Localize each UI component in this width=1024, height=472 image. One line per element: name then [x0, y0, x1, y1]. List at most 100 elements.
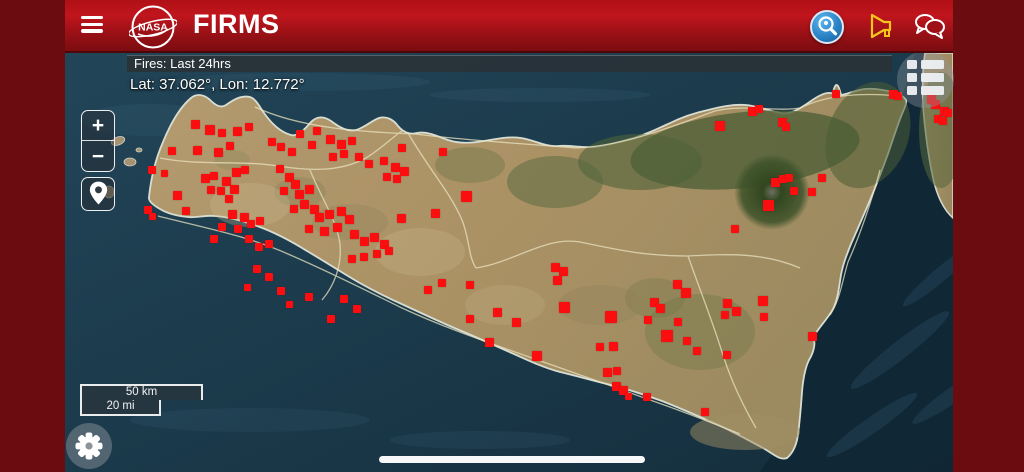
fire-marker[interactable] [227, 209, 237, 219]
fire-marker[interactable] [241, 166, 249, 174]
fire-marker[interactable] [349, 229, 359, 239]
fire-marker[interactable] [613, 367, 621, 375]
fire-marker[interactable] [336, 139, 346, 149]
fire-marker[interactable] [265, 240, 273, 248]
fire-marker[interactable] [655, 303, 665, 313]
fire-marker[interactable] [304, 184, 314, 194]
fire-marker[interactable] [256, 217, 264, 225]
fire-marker[interactable] [314, 212, 324, 222]
fire-marker[interactable] [379, 239, 389, 249]
fire-marker[interactable] [550, 262, 560, 272]
fire-marker[interactable] [758, 296, 768, 306]
fire-marker[interactable] [693, 347, 701, 355]
fire-marker[interactable] [305, 225, 313, 233]
fire-marker[interactable] [225, 195, 233, 203]
fire-marker[interactable] [218, 223, 226, 231]
fire-marker[interactable] [888, 89, 898, 99]
fire-marker[interactable] [396, 213, 406, 223]
fire-marker[interactable] [265, 273, 273, 281]
fire-marker[interactable] [424, 286, 432, 294]
menu-button[interactable] [79, 15, 105, 37]
fire-marker[interactable] [245, 235, 253, 243]
fire-marker[interactable] [217, 187, 225, 195]
fire-marker[interactable] [373, 250, 381, 258]
fire-marker[interactable] [721, 311, 729, 319]
fire-marker[interactable] [393, 175, 401, 183]
fire-marker[interactable] [299, 199, 309, 209]
fire-marker[interactable] [644, 316, 652, 324]
fire-marker[interactable] [611, 381, 621, 391]
fire-marker[interactable] [715, 121, 725, 131]
fire-marker[interactable] [808, 188, 816, 196]
nasa-logo[interactable]: NASA [127, 4, 179, 50]
fire-marker[interactable] [466, 281, 474, 289]
fire-marker[interactable] [430, 208, 440, 218]
fire-marker[interactable] [731, 225, 739, 233]
fire-marker[interactable] [243, 283, 251, 291]
fire-marker[interactable] [255, 243, 263, 251]
fire-marker[interactable] [552, 275, 562, 285]
fire-marker[interactable] [144, 206, 152, 214]
fire-marker[interactable] [674, 318, 682, 326]
fire-marker[interactable] [340, 150, 348, 158]
fire-marker[interactable] [782, 123, 790, 131]
fire-marker[interactable] [319, 226, 329, 236]
search-button[interactable] [810, 10, 844, 44]
fire-marker[interactable] [755, 105, 763, 113]
fire-marker[interactable] [285, 300, 293, 308]
fire-marker[interactable] [511, 317, 521, 327]
fire-marker[interactable] [894, 92, 902, 100]
fire-marker[interactable] [466, 315, 474, 323]
fire-marker[interactable] [944, 109, 952, 117]
fire-marker[interactable] [438, 279, 446, 287]
fire-marker[interactable] [290, 179, 300, 189]
fire-marker[interactable] [160, 169, 168, 177]
fire-marker[interactable] [398, 144, 406, 152]
fire-marker[interactable] [207, 186, 215, 194]
fire-marker[interactable] [348, 137, 356, 145]
fire-marker[interactable] [723, 351, 731, 359]
fire-marker[interactable] [234, 225, 242, 233]
fire-marker[interactable] [807, 331, 817, 341]
fire-marker[interactable] [213, 147, 223, 157]
fire-marker[interactable] [296, 130, 304, 138]
fire-marker[interactable] [596, 343, 604, 351]
fire-marker[interactable] [360, 253, 368, 261]
fire-marker[interactable] [172, 190, 182, 200]
fire-marker[interactable] [305, 293, 313, 301]
fire-marker[interactable] [340, 295, 348, 303]
fire-marker[interactable] [353, 305, 361, 313]
fire-marker[interactable] [327, 315, 335, 323]
fire-marker[interactable] [218, 129, 226, 137]
fire-marker[interactable] [294, 189, 304, 199]
fire-marker[interactable] [762, 199, 774, 211]
fire-marker[interactable] [643, 393, 651, 401]
fire-marker[interactable] [324, 209, 334, 219]
fire-marker[interactable] [288, 148, 296, 156]
fire-marker[interactable] [277, 287, 285, 295]
locate-button[interactable] [81, 177, 115, 211]
fire-marker[interactable] [460, 190, 472, 202]
fire-marker[interactable] [280, 187, 288, 195]
fire-marker[interactable] [779, 175, 787, 183]
fire-marker[interactable] [390, 162, 400, 172]
fire-marker[interactable] [277, 143, 285, 151]
fire-marker[interactable] [661, 330, 673, 342]
fire-marker[interactable] [344, 214, 354, 224]
fire-marker[interactable] [336, 206, 346, 216]
fire-marker[interactable] [558, 266, 568, 276]
fire-marker[interactable] [148, 166, 156, 174]
fire-marker[interactable] [930, 99, 940, 109]
fire-marker[interactable] [210, 235, 218, 243]
fire-marker[interactable] [253, 265, 261, 273]
fire-marker[interactable] [245, 123, 253, 131]
fire-marker[interactable] [221, 176, 231, 186]
fire-marker[interactable] [290, 205, 298, 213]
fire-marker[interactable] [701, 408, 709, 416]
fire-marker[interactable] [329, 153, 337, 161]
fire-marker[interactable] [192, 145, 202, 155]
fire-marker[interactable] [359, 236, 369, 246]
fire-marker[interactable] [770, 177, 780, 187]
fire-marker[interactable] [190, 119, 200, 129]
